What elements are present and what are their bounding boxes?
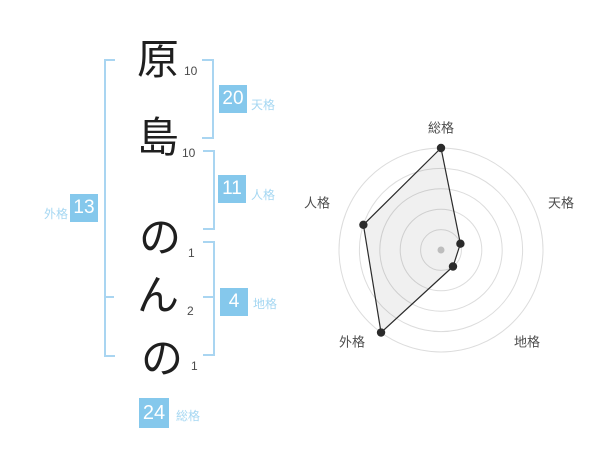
bracket-tick (203, 241, 215, 243)
radar-data-point (359, 220, 368, 229)
bracket-line (213, 150, 215, 230)
stroke-count: 1 (188, 246, 195, 260)
bracket-line (212, 59, 214, 139)
soukaku-value-box: 24 (139, 398, 169, 428)
radar-grid-ring (399, 208, 483, 292)
stroke-count: 10 (182, 146, 196, 160)
stroke-count: 1 (191, 359, 198, 373)
name-character: ん (136, 272, 179, 319)
bracket-tick (203, 354, 215, 356)
name-character: の (140, 335, 183, 382)
gaikaku-label: 外格 (43, 207, 68, 221)
tenkaku-value-box: 20 (219, 85, 247, 113)
bracket-tick (104, 296, 114, 298)
radar-center-dot (437, 246, 445, 254)
name-character: 島 (136, 114, 179, 161)
radar-data-point (456, 239, 465, 248)
radar-axis-label: 人格 (304, 196, 330, 211)
tenkaku-label: 天格 (251, 98, 276, 112)
radar-data-point (448, 262, 458, 271)
radar-grid-ring (358, 167, 524, 333)
bracket-tick (104, 59, 115, 61)
radar-axis-label: 天格 (548, 196, 574, 211)
jinkaku-label: 人格 (251, 188, 276, 202)
bracket-tick (203, 296, 215, 298)
radar-axis-label: 外格 (339, 335, 365, 350)
soukaku-label: 総格 (176, 409, 201, 423)
bracket-tick (202, 59, 214, 61)
bracket-tick (203, 150, 215, 152)
radar-data-point (436, 143, 446, 153)
radar-grid-ring (420, 229, 462, 271)
bracket-line (213, 241, 215, 356)
radar-axis-label: 総格 (428, 121, 454, 136)
radar-data-point (376, 328, 386, 337)
name-character: 原 (136, 36, 179, 83)
stroke-count: 10 (184, 64, 198, 78)
gaikaku-value-box: 13 (70, 194, 98, 222)
bracket-tick (202, 137, 214, 139)
stroke-count: 2 (187, 304, 194, 318)
name-character: の (138, 214, 181, 261)
jinkaku-value-box: 11 (218, 175, 246, 203)
bracket-tick (104, 355, 115, 357)
bracket-line (104, 59, 106, 357)
chikaku-value-box: 4 (220, 288, 248, 316)
radar-grid-ring (379, 188, 503, 312)
chikaku-label: 地格 (253, 297, 278, 311)
radar-polygon (362, 147, 462, 334)
radar-axis-label: 地格 (514, 335, 540, 350)
bracket-tick (203, 228, 215, 230)
